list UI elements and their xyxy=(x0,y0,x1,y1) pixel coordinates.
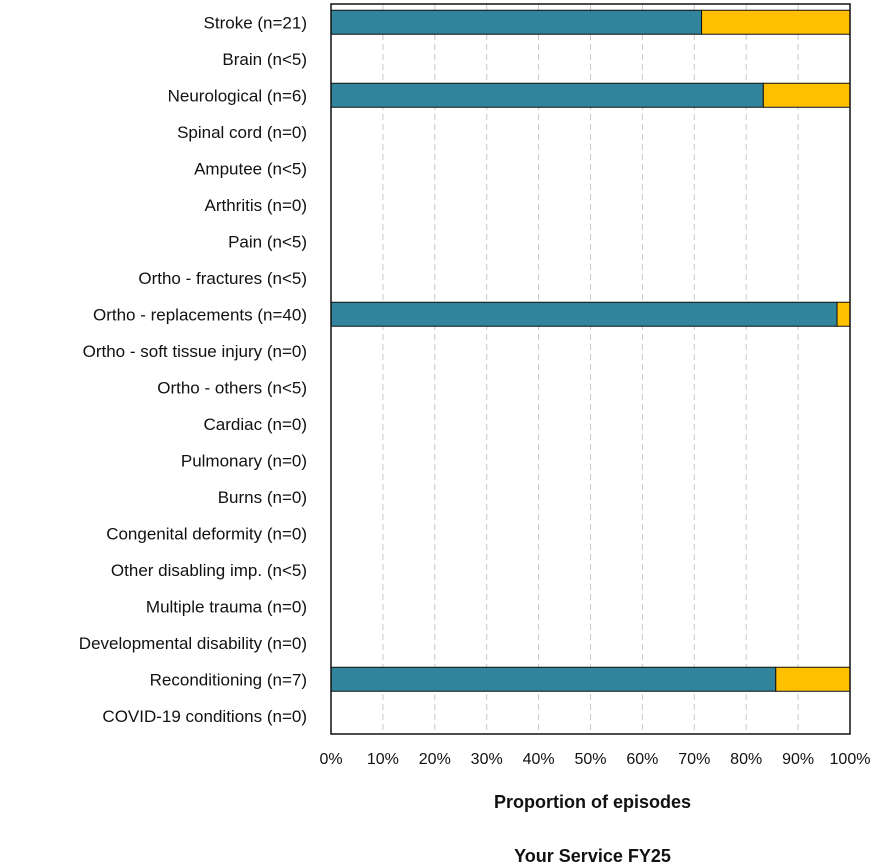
x-tick-label: 80% xyxy=(730,751,762,768)
category-label: Amputee (n<5) xyxy=(194,159,307,178)
plot-frame xyxy=(330,3,851,735)
bar-segment-primary xyxy=(330,301,838,327)
category-label: Brain (n<5) xyxy=(222,50,307,69)
category-label: Pulmonary (n=0) xyxy=(181,451,307,470)
grid-layer xyxy=(382,4,799,734)
category-label: Ortho - fractures (n<5) xyxy=(138,269,307,288)
x-tick-label: 70% xyxy=(678,751,710,768)
bar-segment-secondary xyxy=(836,301,851,327)
category-label: Burns (n=0) xyxy=(218,488,307,507)
x-tick-label: 10% xyxy=(367,751,399,768)
x-tick-label: 90% xyxy=(782,751,814,768)
bar-segment-secondary xyxy=(762,82,851,108)
x-tick-label: 60% xyxy=(626,751,658,768)
category-label: Developmental disability (n=0) xyxy=(79,634,307,653)
category-labels: Stroke (n=21) Brain (n<5) Neurological (n=… xyxy=(79,13,307,726)
bar-segment-primary xyxy=(330,9,703,35)
category-label: Stroke (n=21) xyxy=(204,13,307,32)
category-label: Ortho - others (n<5) xyxy=(157,378,307,397)
x-axis-title: Proportion of episodes xyxy=(494,792,691,812)
category-label: Other disabling imp. (n<5) xyxy=(111,561,307,580)
category-label: Ortho - replacements (n=40) xyxy=(93,305,307,324)
x-tick-labels: 0% 10% 20% 30% 40% 50% 60% 70% 80% 90% 100% xyxy=(319,751,870,768)
category-label: Multiple trauma (n=0) xyxy=(146,597,307,616)
x-tick-label: 40% xyxy=(523,751,555,768)
x-tick-label: 100% xyxy=(830,751,871,768)
x-tick-label: 20% xyxy=(419,751,451,768)
category-label: Spinal cord (n=0) xyxy=(177,123,307,142)
category-label: Arthritis (n=0) xyxy=(205,196,308,215)
bar-segment-secondary xyxy=(701,9,851,35)
category-label: COVID-19 conditions (n=0) xyxy=(102,707,307,726)
bar-segment-secondary xyxy=(775,666,851,692)
bar-segment-primary xyxy=(330,82,764,108)
bar-segment-primary xyxy=(330,666,777,692)
category-label: Reconditioning (n=7) xyxy=(150,670,307,689)
bars-layer xyxy=(330,9,851,692)
category-label: Neurological (n=6) xyxy=(168,86,307,105)
x-tick-label: 50% xyxy=(574,751,606,768)
category-label: Cardiac (n=0) xyxy=(204,415,307,434)
x-tick-label: 30% xyxy=(471,751,503,768)
category-label: Congenital deformity (n=0) xyxy=(106,524,307,543)
chart-title: Your Service FY25 xyxy=(514,846,671,866)
category-label: Pain (n<5) xyxy=(228,232,307,251)
x-tick-label: 0% xyxy=(319,751,342,768)
category-label: Ortho - soft tissue injury (n=0) xyxy=(83,342,307,361)
